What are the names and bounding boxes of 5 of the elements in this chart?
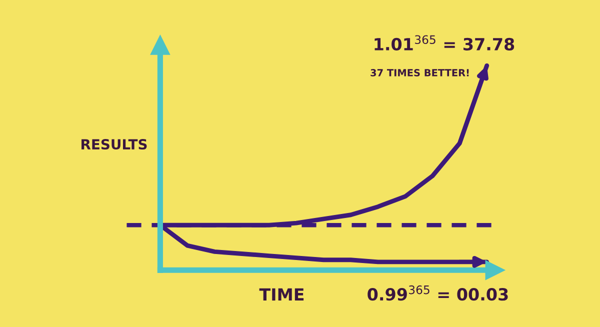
text: 1.01$^{365}$ = 37.78 <box>374 35 514 50</box>
annotation: 37 TIMES BETTER! <box>370 69 469 76</box>
text: 0.99$^{365}$ = 00.03 <box>368 285 508 301</box>
x-axis-title: TIME <box>259 288 304 301</box>
y-axis-title: RESULTS <box>82 139 147 150</box>
